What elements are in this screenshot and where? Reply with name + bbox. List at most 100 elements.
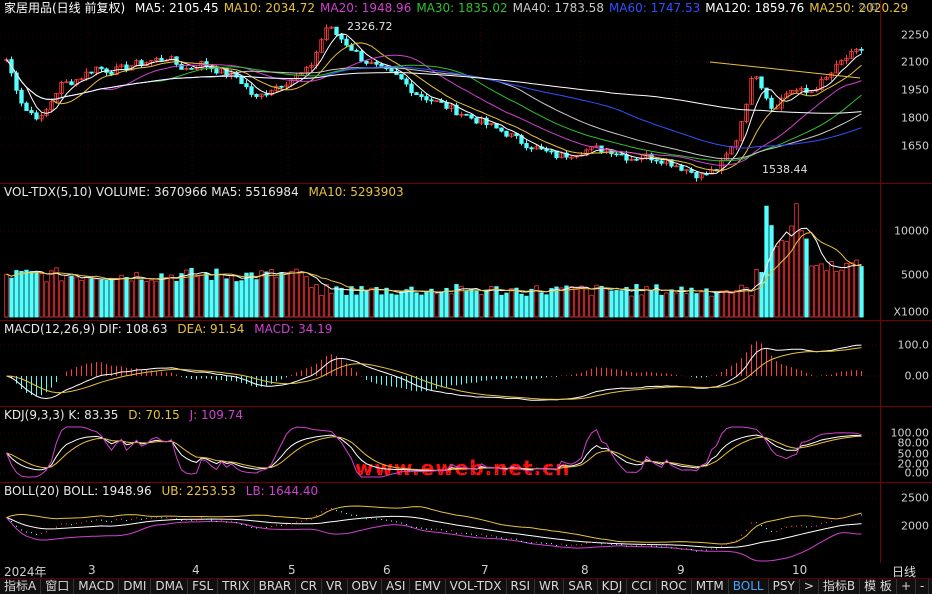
tab-12[interactable]: EMV [410,579,446,594]
tab-7[interactable]: BRAR [255,579,297,594]
candle-body [509,133,514,137]
volume-bar [344,294,349,318]
candle-body [289,79,294,86]
candle-body [619,153,624,156]
volume-bar [699,291,704,318]
tab-3[interactable]: DMI [119,579,152,594]
volume-bar [229,274,234,318]
volume-bar [359,286,364,318]
ma-line-20 [6,54,862,166]
candle-body [464,113,469,116]
candle-body [259,93,264,97]
candle-body [529,147,534,150]
candle-body [514,133,519,137]
tab-23[interactable]: > [800,579,819,594]
candle-body [324,27,329,41]
candle-body [264,93,269,96]
volume-bar [384,287,389,318]
volume-bar [434,293,439,318]
tab-15[interactable]: WR [535,579,565,594]
tab-18[interactable]: CCI [627,579,657,594]
tab-25[interactable]: 模 板 [860,579,897,594]
volume-bar [309,287,314,318]
tab-14[interactable]: RSI [507,579,536,594]
volume-bar [29,271,34,318]
x-label: 7 [481,563,489,577]
volume-bar [194,276,199,318]
macd-header: MACD(12,26,9) DIF: 108.63 DEA: 91.54 MAC… [4,322,338,336]
kdj-plot[interactable] [0,407,880,483]
macd-value: MACD: 34.19 [254,322,333,336]
candle-body [744,103,749,122]
price-panel[interactable]: 家居用品(日线 前复权) MA5: 2105.45 MA10: 2034.72 MA… [0,0,932,183]
macd-chart [0,341,880,401]
candle-body [549,150,554,153]
volume-bar [399,290,404,318]
panel-icons[interactable]: ◇ ⊡ [858,2,878,13]
candle-body [159,58,164,61]
tab-19[interactable]: ROC [657,579,692,594]
volume-bar [334,286,339,318]
macd-plot[interactable] [0,321,880,407]
volume-bar [489,286,494,318]
candle-body [119,64,124,68]
tab-9[interactable]: VR [322,579,348,594]
kdj-panel[interactable]: KDJ(9,3,3) K: 83.35 D: 70.15 J: 109.74 1… [0,406,932,483]
candle-body [34,112,39,120]
candle-body [469,114,474,119]
volume-bar [129,280,134,318]
macd-dif-line [6,344,862,401]
volume-panel[interactable]: VOL-TDX(5,10) VOLUME: 3670966 MA5: 55169… [0,183,932,480]
tab-10[interactable]: OBV [348,579,383,594]
volume-unit: X1000 [893,305,929,319]
volume-tick: 10000 [894,224,929,238]
volume-bar [14,270,19,318]
tab-22[interactable]: PSY [769,579,800,594]
volume-bar [529,288,534,318]
tab-21[interactable]: BOLL [729,579,769,594]
price-tick: 1950 [901,83,929,97]
tab-0[interactable]: 指标A [0,579,42,594]
tab-13[interactable]: VOL-TDX [446,579,507,594]
boll-plot[interactable] [0,483,880,563]
volume-bar [59,280,64,318]
boll-lower-band [6,517,862,562]
volume-bar [589,294,594,318]
candle-body [434,100,439,103]
tab-5[interactable]: FSL [188,579,219,594]
kdj-j: J: 109.74 [189,408,243,422]
period-label[interactable]: 日线 [892,565,917,579]
volume-bar [174,280,179,318]
volume-bar [134,271,139,318]
tab-1[interactable]: 窗口 [41,579,75,594]
tab-20[interactable]: MTM [692,579,729,594]
volume-bar [559,287,564,318]
volume-bar [109,279,114,318]
tab-2[interactable]: MACD [74,579,120,594]
tab-4[interactable]: DMA [151,579,189,594]
volume-plot[interactable] [0,184,880,321]
price-plot[interactable] [0,0,880,183]
tab-27[interactable]: - [916,579,930,594]
x-label: 9 [677,563,685,577]
tab-8[interactable]: CR [296,579,322,594]
volume-bar [79,279,84,318]
tab-16[interactable]: SAR [564,579,598,594]
tab-11[interactable]: ASI [382,579,411,594]
tab-24[interactable]: 指标B [819,579,861,594]
candle-body [54,92,59,103]
price-header: 家居用品(日线 前复权) MA5: 2105.45 MA10: 2034.72 MA… [4,1,919,15]
macd-panel[interactable]: MACD(12,26,9) DIF: 108.63 DEA: 91.54 MAC… [0,320,932,407]
volume-bar [169,274,174,318]
candle-body [689,169,694,173]
volume-bar [819,263,824,318]
volume-bar [224,278,229,318]
candle-body [284,84,289,88]
boll-panel[interactable]: BOLL(20) BOLL: 1948.96 UB: 2253.53 LB: 1… [0,482,932,563]
ma-legend-item: MA250: 2020.29 [809,1,909,15]
tab-17[interactable]: KDJ [598,579,628,594]
candle-body [749,78,754,105]
volume-bar [184,269,189,318]
tab-26[interactable]: + [897,579,916,594]
tab-6[interactable]: TRIX [218,579,255,594]
